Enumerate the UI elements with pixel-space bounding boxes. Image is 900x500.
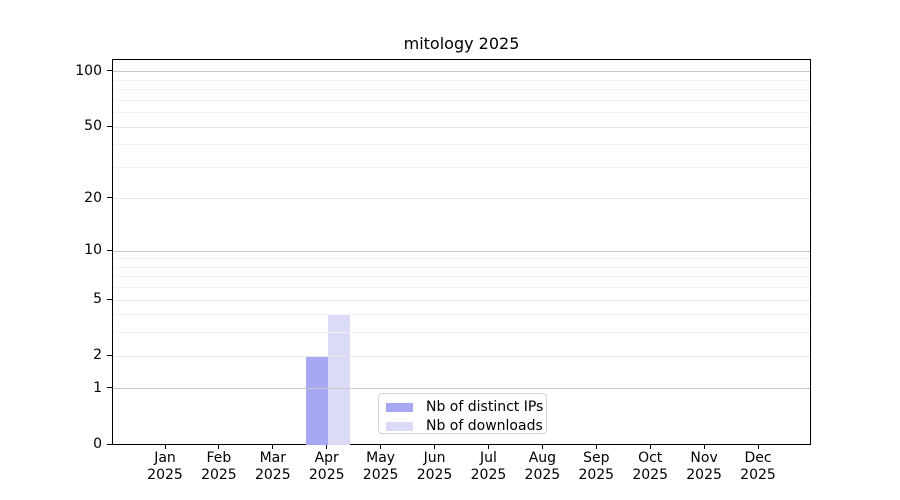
gridline-40 bbox=[113, 144, 810, 146]
y-tick-mark bbox=[107, 387, 112, 389]
gridline-5 bbox=[113, 299, 810, 301]
y-tick-label-50: 50 bbox=[84, 118, 102, 135]
legend-label-distinct-ips: Nb of distinct IPs bbox=[426, 399, 544, 415]
y-tick-label-100: 100 bbox=[75, 62, 102, 79]
legend-swatch-downloads bbox=[386, 422, 413, 431]
y-tick-label-5: 5 bbox=[93, 291, 102, 308]
gridline-8 bbox=[113, 266, 810, 268]
legend: Nb of distinct IPs Nb of downloads bbox=[378, 393, 547, 434]
gridline-9 bbox=[113, 258, 810, 260]
y-tick-label-20: 20 bbox=[84, 189, 102, 206]
chart-title: mitology 2025 bbox=[403, 34, 520, 53]
x-tick-mark bbox=[649, 445, 651, 449]
y-tick-mark bbox=[107, 354, 112, 356]
legend-label-downloads: Nb of downloads bbox=[426, 418, 543, 434]
x-tick-mark bbox=[434, 445, 436, 449]
x-tick-label-sep: Sep 2025 bbox=[578, 450, 615, 483]
y-tick-mark bbox=[107, 249, 112, 251]
x-tick-label-aug: Aug 2025 bbox=[524, 450, 561, 483]
legend-item-distinct-ips: Nb of distinct IPs bbox=[386, 398, 546, 417]
bar-downloads-apr bbox=[327, 314, 350, 445]
y-tick-mark bbox=[107, 443, 112, 445]
plot-area bbox=[112, 59, 811, 445]
gridline-20 bbox=[113, 198, 810, 200]
x-tick-label-jul: Jul 2025 bbox=[470, 450, 507, 483]
x-tick-label-jan: Jan 2025 bbox=[147, 450, 183, 483]
gridline-1 bbox=[113, 388, 810, 390]
x-tick-label-mar: Mar 2025 bbox=[254, 450, 291, 483]
x-tick-mark bbox=[541, 445, 543, 449]
y-tick-label-2: 2 bbox=[93, 347, 102, 364]
x-tick-label-jun: Jun 2025 bbox=[416, 450, 453, 483]
x-tick-mark bbox=[703, 445, 705, 449]
x-tick-mark bbox=[272, 445, 274, 449]
x-tick-label-nov: Nov 2025 bbox=[686, 450, 722, 483]
y-tick-mark bbox=[107, 197, 112, 199]
gridline-4 bbox=[113, 314, 810, 316]
gridline-7 bbox=[113, 276, 810, 278]
x-tick-label-oct: Oct 2025 bbox=[632, 450, 668, 483]
y-tick-label-10: 10 bbox=[84, 242, 102, 259]
x-tick-mark bbox=[595, 445, 597, 449]
y-tick-mark bbox=[107, 298, 112, 300]
gridline-6 bbox=[113, 287, 810, 289]
gridline-50 bbox=[113, 126, 810, 128]
legend-item-downloads: Nb of downloads bbox=[386, 417, 546, 436]
bar-distinct-ips-apr bbox=[305, 356, 328, 445]
gridline-70 bbox=[113, 99, 810, 101]
gridline-2 bbox=[113, 355, 810, 357]
x-tick-label-dec: Dec 2025 bbox=[740, 450, 776, 483]
x-tick-mark bbox=[487, 445, 489, 449]
gridline-30 bbox=[113, 166, 810, 168]
gridline-60 bbox=[113, 112, 810, 114]
y-tick-label-0: 0 bbox=[93, 436, 102, 452]
x-tick-mark bbox=[380, 445, 382, 449]
gridline-100 bbox=[113, 71, 810, 73]
x-tick-mark bbox=[218, 445, 220, 449]
x-tick-label-apr: Apr 2025 bbox=[308, 450, 345, 483]
y-tick-label-1: 1 bbox=[93, 379, 102, 396]
x-tick-mark bbox=[164, 445, 166, 449]
gridline-80 bbox=[113, 89, 810, 91]
gridline-3 bbox=[113, 332, 810, 334]
x-tick-mark bbox=[757, 445, 759, 449]
legend-swatch-distinct-ips bbox=[386, 403, 413, 412]
y-tick-mark bbox=[107, 70, 112, 72]
x-tick-mark bbox=[326, 445, 328, 449]
gridline-10 bbox=[113, 250, 810, 252]
y-tick-mark bbox=[107, 125, 112, 127]
x-tick-label-feb: Feb 2025 bbox=[201, 450, 237, 483]
x-tick-label-may: May 2025 bbox=[362, 450, 399, 483]
gridline-90 bbox=[113, 79, 810, 81]
